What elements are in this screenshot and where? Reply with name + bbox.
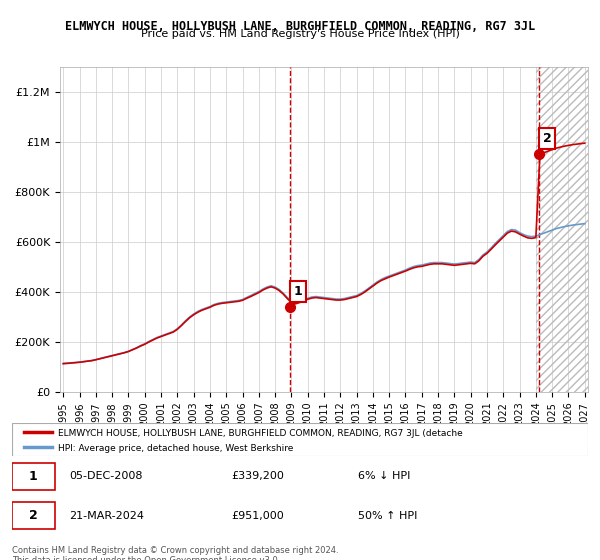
Text: Contains HM Land Registry data © Crown copyright and database right 2024.
This d: Contains HM Land Registry data © Crown c… bbox=[12, 546, 338, 560]
Bar bbox=[536, 67, 588, 392]
Text: 21-MAR-2024: 21-MAR-2024 bbox=[70, 511, 145, 521]
Text: 1: 1 bbox=[293, 284, 302, 298]
FancyBboxPatch shape bbox=[12, 502, 55, 529]
Text: 6% ↓ HPI: 6% ↓ HPI bbox=[358, 472, 410, 482]
Text: 50% ↑ HPI: 50% ↑ HPI bbox=[358, 511, 417, 521]
Text: ELMWYCH HOUSE, HOLLYBUSH LANE, BURGHFIELD COMMON, READING, RG7 3JL (detache: ELMWYCH HOUSE, HOLLYBUSH LANE, BURGHFIEL… bbox=[58, 429, 463, 438]
Text: HPI: Average price, detached house, West Berkshire: HPI: Average price, detached house, West… bbox=[58, 444, 293, 453]
Text: £339,200: £339,200 bbox=[231, 472, 284, 482]
Bar bbox=[536, 67, 588, 392]
Text: ELMWYCH HOUSE, HOLLYBUSH LANE, BURGHFIELD COMMON, READING, RG7 3JL: ELMWYCH HOUSE, HOLLYBUSH LANE, BURGHFIEL… bbox=[65, 20, 535, 32]
Text: 1: 1 bbox=[29, 470, 38, 483]
Text: Price paid vs. HM Land Registry's House Price Index (HPI): Price paid vs. HM Land Registry's House … bbox=[140, 29, 460, 39]
Text: 2: 2 bbox=[542, 132, 551, 145]
Text: £951,000: £951,000 bbox=[231, 511, 284, 521]
Text: 2: 2 bbox=[29, 509, 38, 522]
Text: 05-DEC-2008: 05-DEC-2008 bbox=[70, 472, 143, 482]
FancyBboxPatch shape bbox=[12, 463, 55, 490]
